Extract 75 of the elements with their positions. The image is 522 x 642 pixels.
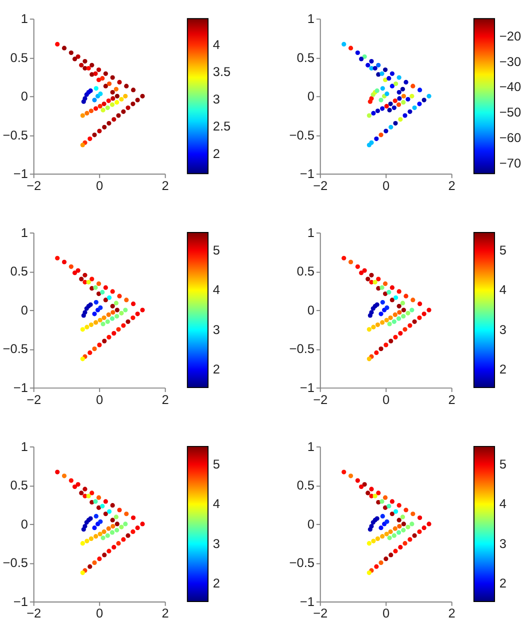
y-tick-label: −1	[13, 380, 28, 395]
color-bar-label: 2	[499, 362, 507, 377]
color-bar-label: 2	[212, 576, 220, 591]
color-bar-label: 3	[499, 536, 507, 551]
x-tick-label: 2	[162, 178, 169, 193]
color-bar-label: 4	[499, 496, 507, 512]
color-bar-label: 3	[212, 91, 220, 106]
x-tick-label: 2	[162, 392, 169, 407]
x-tick-label: −2	[26, 606, 42, 621]
x-tick-label: −2	[26, 392, 42, 407]
y-tick-label: 0.5	[296, 478, 314, 493]
x-tick-label: 0	[382, 178, 390, 193]
y-tick-label: −0.5	[2, 127, 28, 142]
color-bar-label: 3.5	[212, 64, 231, 80]
color-bar-label: 5	[499, 242, 507, 258]
x-tick-label: 2	[162, 606, 169, 621]
y-tick-label: 1	[20, 438, 28, 454]
y-tick-label: 0	[307, 88, 314, 104]
y-tick-label: 0	[20, 302, 28, 318]
y-tick-label: 0.5	[296, 264, 314, 279]
color-bar-label: −30	[499, 54, 522, 69]
x-tick-label: 0	[96, 392, 104, 407]
x-tick-label: 0	[96, 606, 104, 621]
y-tick-label: −1	[300, 594, 314, 609]
color-bar-label: 2	[499, 576, 507, 591]
y-tick-label: −1	[13, 166, 28, 182]
x-tick-label: −2	[313, 392, 328, 407]
x-tick-label: −2	[313, 606, 328, 621]
y-tick-label: −1	[300, 380, 314, 395]
y-tick-label: 0	[307, 516, 314, 532]
color-bar-label: 5	[499, 456, 507, 472]
color-bar-label: 4	[499, 282, 507, 298]
y-tick-label: −0.5	[289, 127, 314, 142]
y-tick-label: −1	[300, 166, 314, 182]
color-bar-label: −70	[499, 155, 522, 170]
x-tick-label: 0	[96, 178, 104, 193]
color-bar-label: −50	[499, 104, 522, 120]
color-bar-label: 4	[212, 282, 220, 298]
color-bar-label: 4	[212, 496, 220, 512]
y-tick-label: −0.5	[289, 555, 314, 570]
x-tick-label: 2	[448, 606, 456, 621]
y-tick-label: 1	[307, 438, 314, 454]
y-tick-label: −0.5	[2, 555, 28, 570]
y-tick-label: 0.5	[10, 478, 28, 493]
y-tick-label: 0	[20, 516, 28, 532]
color-bar-label: 2.5	[212, 118, 231, 134]
color-bar-label: 5	[212, 242, 220, 258]
color-bar-label: 3	[499, 322, 507, 337]
y-tick-label: 0	[307, 302, 314, 318]
color-bar-label: 3	[212, 322, 220, 337]
y-tick-label: −1	[13, 594, 28, 609]
y-tick-label: 1	[20, 224, 28, 240]
color-bar-label: 4	[212, 36, 220, 52]
color-bar-label: −20	[499, 28, 522, 44]
y-tick-label: 0.5	[10, 50, 28, 65]
color-bar-label: 2	[212, 146, 220, 161]
y-tick-label: 1	[307, 224, 314, 240]
y-tick-label: 0	[20, 88, 28, 104]
x-tick-label: 0	[382, 392, 390, 407]
x-tick-label: 0	[382, 606, 390, 621]
y-tick-label: −0.5	[2, 341, 28, 356]
y-tick-label: 0.5	[10, 264, 28, 279]
x-tick-label: −2	[313, 178, 328, 193]
y-tick-label: 0.5	[296, 50, 314, 65]
x-tick-label: 2	[448, 392, 456, 407]
y-tick-label: −0.5	[289, 341, 314, 356]
y-tick-label: 1	[20, 11, 28, 26]
color-bar-label: −60	[499, 130, 522, 146]
color-bar-label: 5	[212, 456, 220, 472]
x-tick-label: −2	[26, 178, 42, 193]
color-bar-label: 2	[212, 362, 220, 377]
x-tick-label: 2	[448, 178, 456, 193]
y-tick-label: 1	[307, 11, 314, 26]
color-bar-label: 3	[212, 536, 220, 551]
color-bar-label: −40	[499, 79, 522, 94]
